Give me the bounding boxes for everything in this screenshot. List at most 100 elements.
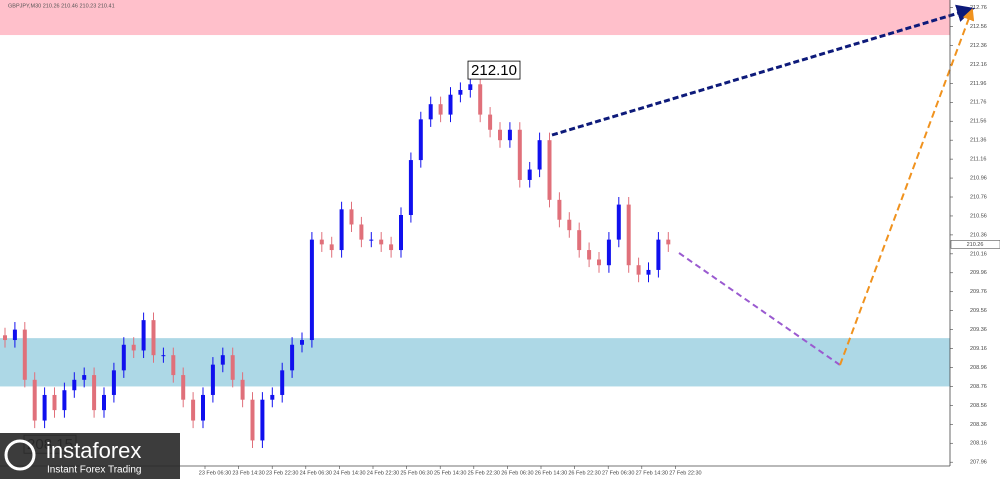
candle-body — [468, 84, 473, 90]
y-tick-label: 209.96 — [970, 270, 987, 276]
candle-body — [507, 129, 512, 141]
price-tag-label: 210.26 — [967, 242, 984, 248]
candle-body — [300, 340, 304, 345]
forecast-arrows — [551, 4, 975, 366]
y-tick-label: 211.36 — [970, 138, 986, 144]
candle-body — [339, 209, 344, 251]
candle-body — [62, 390, 67, 411]
candle-body — [458, 89, 463, 95]
x-tick-label: 25 Feb 22:30 — [468, 470, 500, 476]
x-tick-label: 25 Feb 06:30 — [400, 470, 432, 476]
candle-body — [399, 215, 403, 251]
candle-body — [309, 239, 314, 341]
candle-body — [369, 239, 374, 241]
logo: instaforex Instant Forex Trading — [0, 433, 180, 479]
y-tick-label: 208.56 — [970, 403, 987, 409]
y-tick-label: 209.16 — [970, 346, 987, 352]
logo-tagline: Instant Forex Trading — [47, 465, 142, 476]
x-tick-label: 26 Feb 06:30 — [501, 470, 533, 476]
zone — [0, 0, 950, 36]
candle-body — [3, 335, 7, 341]
x-tick-label: 24 Feb 22:30 — [367, 470, 399, 476]
price-tag — [950, 240, 1000, 249]
annotation-box — [467, 60, 521, 80]
logo-background — [0, 433, 180, 479]
candle-body — [606, 239, 611, 266]
y-tick-label: 211.96 — [970, 81, 986, 87]
candle-body — [290, 344, 295, 371]
x-tick-label: 27 Feb 14:30 — [636, 470, 668, 476]
forecast-line — [678, 252, 841, 366]
y-tick-label: 209.56 — [970, 308, 987, 314]
y-tick-label: 207.96 — [970, 460, 987, 466]
candle-body — [567, 219, 572, 231]
candle-body — [151, 320, 156, 356]
x-tick-label: 24 Feb 06:30 — [300, 470, 332, 476]
zones — [0, 0, 950, 387]
candle-body — [230, 355, 235, 380]
x-tick-label: 26 Feb 22:30 — [568, 470, 600, 476]
candle-body — [498, 129, 502, 141]
logo-brand: instaforex — [46, 438, 141, 463]
candle-body — [191, 399, 196, 421]
candle-body — [349, 209, 354, 225]
candle-body — [587, 250, 592, 260]
candle-body — [646, 269, 651, 275]
candle-body — [280, 370, 285, 395]
forecast-arrow — [839, 8, 975, 366]
x-tick-label: 23 Feb 06:30 — [199, 470, 231, 476]
candle-body — [121, 344, 126, 371]
candle-body — [141, 320, 146, 351]
y-tick-label: 211.56 — [970, 119, 986, 125]
y-tick-label: 210.76 — [970, 194, 987, 200]
candle-body — [42, 394, 47, 421]
x-tick-label: 26 Feb 14:30 — [535, 470, 567, 476]
candle-body — [131, 344, 136, 351]
y-tick-label: 210.56 — [970, 213, 987, 219]
candle-body — [329, 244, 334, 251]
candle-body — [102, 394, 106, 411]
candle-body — [547, 140, 552, 200]
x-tick-label: 23 Feb 14:30 — [232, 470, 264, 476]
candle-body — [201, 394, 205, 421]
candle-body — [408, 160, 413, 216]
y-tick-label: 210.36 — [970, 232, 987, 238]
y-tick-label: 212.56 — [970, 24, 987, 30]
candle-body — [448, 94, 453, 115]
candle-body — [260, 399, 265, 441]
candle-body — [72, 379, 77, 391]
y-tick-label: 212.36 — [970, 43, 987, 49]
candle-body — [557, 199, 562, 220]
y-tick-label: 209.36 — [970, 327, 987, 333]
candle-body — [488, 114, 493, 130]
candle-body — [636, 265, 641, 275]
y-tick-label: 208.96 — [970, 365, 987, 371]
y-tick-label: 208.76 — [970, 384, 987, 390]
x-tick-label: 27 Feb 06:30 — [602, 470, 634, 476]
candle-body — [577, 230, 582, 251]
logo-icon — [4, 439, 36, 471]
candle-body — [319, 239, 324, 245]
y-tick-label: 212.76 — [970, 5, 987, 11]
candle-body — [220, 355, 225, 365]
candle-body — [527, 169, 532, 180]
candle-body — [171, 355, 176, 376]
candle-body — [111, 370, 116, 395]
candle-body — [537, 140, 542, 170]
y-tick-label: 209.76 — [970, 289, 987, 295]
candle-body — [210, 364, 215, 395]
y-tick-label: 211.76 — [970, 100, 986, 106]
candles: 210.26 — [3, 70, 1000, 449]
y-tick-label: 212.16 — [970, 62, 987, 68]
y-tick-label: 210.96 — [970, 176, 987, 182]
y-tick-label: 208.36 — [970, 422, 987, 428]
zone — [0, 338, 950, 387]
x-tick-label: 25 Feb 14:30 — [434, 470, 466, 476]
candle-body — [597, 259, 601, 266]
candle-body — [52, 394, 57, 411]
candle-body — [161, 355, 166, 357]
candle-body — [389, 244, 394, 251]
candle-body — [666, 239, 671, 245]
